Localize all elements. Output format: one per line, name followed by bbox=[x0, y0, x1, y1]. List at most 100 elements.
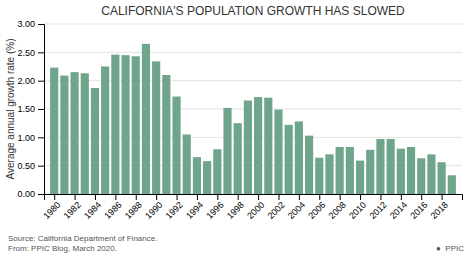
bar bbox=[438, 162, 446, 194]
bars bbox=[50, 44, 456, 194]
y-tick: 1.50 bbox=[17, 104, 44, 114]
y-tick-mark bbox=[38, 52, 44, 53]
grid-line bbox=[44, 24, 462, 25]
bar bbox=[234, 123, 242, 194]
bar bbox=[346, 147, 354, 194]
x-tick: 1998 bbox=[225, 194, 246, 221]
x-tick-label: 2002 bbox=[266, 200, 287, 221]
bar bbox=[244, 101, 252, 195]
x-tick: 2010 bbox=[347, 194, 368, 221]
y-tick-mark bbox=[38, 109, 44, 110]
x-tick-mark bbox=[299, 194, 300, 200]
bar bbox=[417, 158, 425, 194]
x-tick-label: 2018 bbox=[429, 200, 450, 221]
y-tick-label: 3.00 bbox=[17, 19, 35, 29]
y-tick: 2.00 bbox=[17, 76, 44, 86]
x-tick: 1984 bbox=[82, 194, 103, 221]
bar bbox=[142, 44, 150, 194]
x-tick-mark bbox=[258, 194, 259, 200]
title: CALIFORNIA'S POPULATION GROWTH HAS SLOWE… bbox=[101, 4, 405, 18]
x-tick: 2012 bbox=[367, 194, 388, 221]
y-tick-mark bbox=[38, 194, 44, 195]
plot: 0.000.501.001.502.002.503.00198019821984… bbox=[17, 19, 462, 221]
y-axis: 0.000.501.001.502.002.503.00 bbox=[17, 19, 44, 199]
bar bbox=[71, 72, 79, 194]
x-tick-label: 2010 bbox=[347, 200, 368, 221]
x-axis-line bbox=[45, 195, 463, 201]
x-tick: 1992 bbox=[164, 194, 185, 221]
bar bbox=[427, 154, 435, 194]
bar bbox=[81, 73, 89, 194]
y-tick: 2.50 bbox=[17, 48, 44, 58]
x-tick-mark bbox=[75, 194, 76, 200]
x-tick: 2004 bbox=[286, 194, 307, 221]
x-tick-mark bbox=[319, 194, 320, 200]
bar bbox=[285, 125, 293, 194]
y-tick: 1.00 bbox=[17, 133, 44, 143]
x-tick-mark bbox=[54, 194, 55, 200]
x-tick-label: 2004 bbox=[286, 200, 307, 221]
y-tick-mark bbox=[38, 24, 44, 25]
bar bbox=[397, 149, 405, 194]
bar bbox=[101, 67, 109, 195]
x-tick: 2014 bbox=[388, 194, 409, 221]
y-tick-label: 1.00 bbox=[17, 133, 35, 143]
annotation: Source: California Department of Finance… bbox=[8, 234, 157, 243]
x-tick-label: 1994 bbox=[184, 200, 205, 221]
x-tick: 1994 bbox=[184, 194, 205, 221]
bar bbox=[356, 161, 364, 194]
bar bbox=[387, 139, 395, 194]
x-tick: 2008 bbox=[327, 194, 348, 221]
x-tick-label: 2016 bbox=[408, 200, 429, 221]
bar bbox=[315, 158, 323, 194]
y-tick-mark bbox=[38, 81, 44, 82]
bar bbox=[60, 76, 68, 194]
bar bbox=[223, 108, 231, 194]
bar bbox=[193, 157, 201, 194]
grid-line bbox=[44, 52, 462, 53]
x-tick: 1982 bbox=[62, 194, 83, 221]
bar bbox=[274, 110, 282, 194]
x-tick-label: 1980 bbox=[41, 200, 62, 221]
x-tick: 2002 bbox=[266, 194, 287, 221]
x-tick-label: 1990 bbox=[143, 200, 164, 221]
x-tick-label: 2008 bbox=[327, 200, 348, 221]
x-tick-mark bbox=[95, 194, 96, 200]
bar bbox=[183, 135, 191, 195]
bar bbox=[50, 68, 58, 194]
x-tick-mark bbox=[156, 194, 157, 200]
x-tick-label: 1998 bbox=[225, 200, 246, 221]
x-tick-label: 1988 bbox=[123, 200, 144, 221]
x-tick-label: 2000 bbox=[245, 200, 266, 221]
bar bbox=[264, 98, 272, 194]
x-tick-mark bbox=[217, 194, 218, 200]
y-axis-title: Average annual growth rate (%) bbox=[5, 38, 16, 179]
x-tick-label: 1984 bbox=[82, 200, 103, 221]
annotation: ● PPIC bbox=[436, 244, 464, 253]
bar bbox=[162, 75, 170, 194]
x-tick-label: 2006 bbox=[306, 200, 327, 221]
y-tick: 0.00 bbox=[17, 189, 44, 199]
bar bbox=[325, 154, 333, 194]
bar bbox=[91, 88, 99, 194]
bar bbox=[254, 97, 262, 194]
x-tick-mark bbox=[421, 194, 422, 200]
y-tick-label: 0.00 bbox=[17, 189, 35, 199]
x-tick: 1986 bbox=[102, 194, 123, 221]
y-tick-mark bbox=[38, 137, 44, 138]
x-tick-mark bbox=[238, 194, 239, 200]
x-tick: 1980 bbox=[41, 194, 62, 221]
x-tick-mark bbox=[278, 194, 279, 200]
x-tick-label: 2012 bbox=[367, 200, 388, 221]
x-tick-label: 2014 bbox=[388, 200, 409, 221]
x-tick: 1988 bbox=[123, 194, 144, 221]
bar bbox=[203, 161, 211, 194]
bar bbox=[132, 56, 140, 194]
x-tick-mark bbox=[340, 194, 341, 200]
chart: 0.000.501.001.502.002.503.00198019821984… bbox=[0, 0, 474, 256]
bar bbox=[305, 136, 313, 194]
y-tick-label: 2.50 bbox=[17, 48, 35, 58]
bar bbox=[376, 139, 384, 194]
bar bbox=[407, 147, 415, 194]
x-tick: 1996 bbox=[204, 194, 225, 221]
